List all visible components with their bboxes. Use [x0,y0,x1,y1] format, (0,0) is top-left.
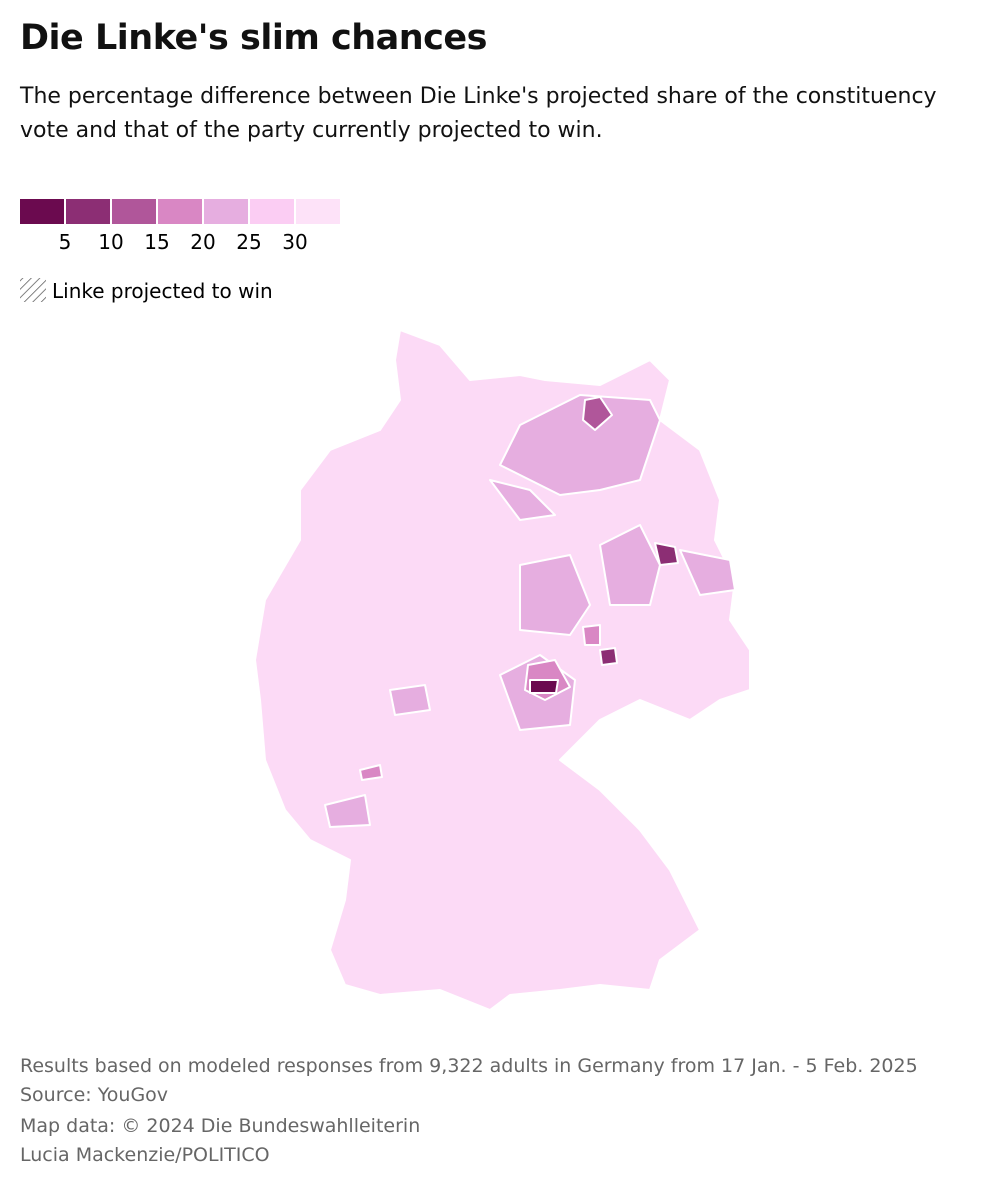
legend-swatch [296,199,340,224]
hatch-label: Linke projected to win [52,279,273,303]
legend-tick: 30 [282,230,307,254]
legend-swatch [20,199,64,224]
region [389,684,431,716]
legend-tick: 20 [190,230,215,254]
source: Source: YouGov [20,1084,169,1106]
germany [254,329,751,1011]
subtitle: The percentage difference between Die Li… [20,84,937,143]
region [654,542,679,566]
region [582,396,613,431]
legend-swatch [250,199,294,224]
legend-tick: 25 [236,230,261,254]
legend-swatch [112,199,156,224]
region [599,524,661,606]
legend-tick: 10 [98,230,123,254]
legend-swatch [66,199,110,224]
region [582,624,601,646]
northeast-region [499,394,661,496]
title: Die Linke's slim chances [20,18,488,58]
legend: Linke projected to win 5 10 15 20 25 30 [20,199,340,303]
map-credit: Map data: © 2024 Die Bundeswahlleiterin [20,1115,421,1137]
legend-tick: 15 [144,230,169,254]
map [254,329,751,1011]
byline: Lucia Mackenzie/POLITICO [20,1144,270,1166]
legend-swatch [158,199,202,224]
region [324,794,371,828]
region [489,479,556,521]
region [599,647,618,666]
region [359,764,383,781]
region [529,679,559,694]
region [519,554,591,636]
legend-tick: 5 [59,230,72,254]
legend-swatch [204,199,248,224]
hatch-swatch [20,278,46,302]
region [679,549,736,596]
footnote: Results based on modeled responses from … [20,1055,918,1077]
